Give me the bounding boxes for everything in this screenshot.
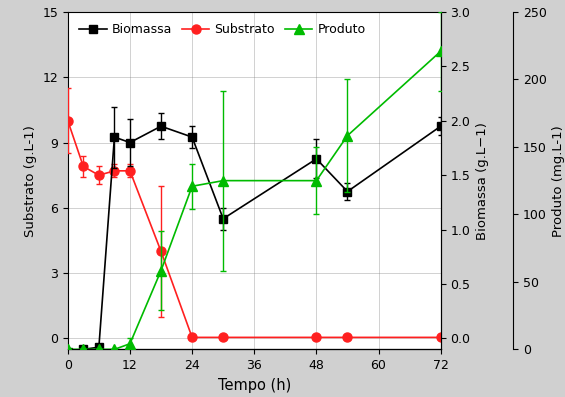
Legend: Biomassa, Substrato, Produto: Biomassa, Substrato, Produto	[74, 18, 371, 41]
X-axis label: Tempo (h): Tempo (h)	[218, 378, 291, 393]
Y-axis label: Substrato (g.L-1): Substrato (g.L-1)	[24, 125, 37, 237]
Y-axis label: Produto (mg.L-1): Produto (mg.L-1)	[552, 125, 565, 237]
Y-axis label: Biomassa (g.L−1): Biomassa (g.L−1)	[476, 122, 489, 239]
